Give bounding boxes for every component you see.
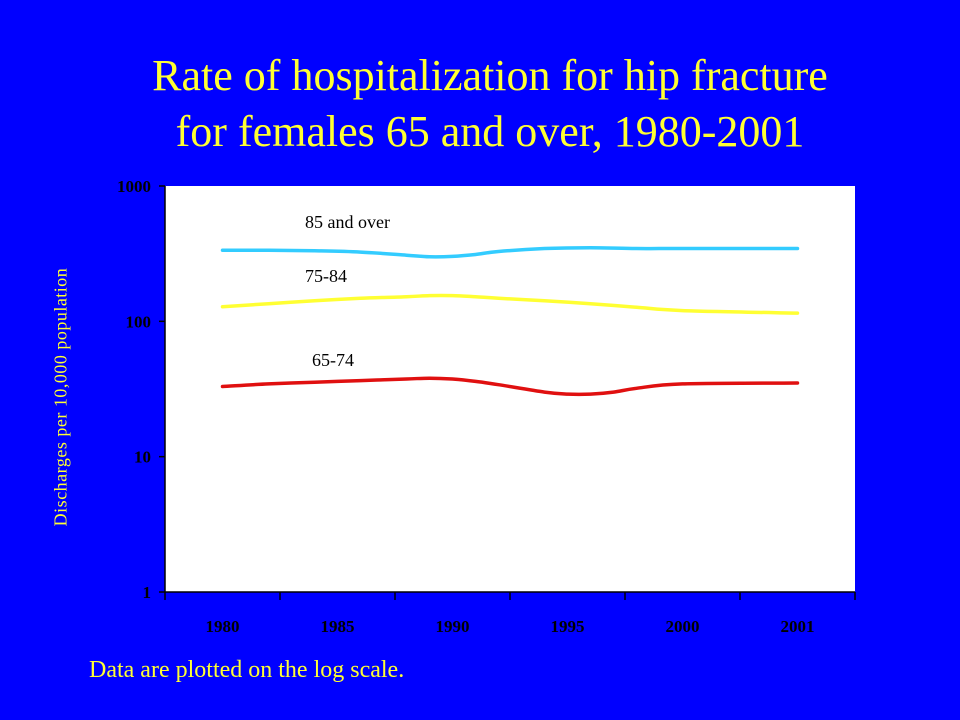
plot-area [165,186,855,592]
x-tick-label: 2000 [666,617,700,636]
slide-title: Rate of hospitalization for hip fracture… [60,48,920,160]
footnote: Data are plotted on the log scale. [89,657,405,683]
series-label-75-84: 75-84 [305,266,347,286]
y-tick-label: 1000 [117,177,151,196]
x-tick-label: 1995 [551,617,585,636]
y-tick-label: 100 [126,312,152,331]
series-label-85-and-over: 85 and over [305,212,390,232]
x-tick-label: 1980 [206,617,240,636]
axes [159,185,856,600]
title-line-1: Rate of hospitalization for hip fracture [152,51,828,100]
series-lines [220,245,800,397]
title-line-2: for females 65 and over, 1980-2001 [175,107,805,156]
x-tick-label: 1990 [436,617,470,636]
y-tick-label: 1 [143,583,152,602]
y-tick-label: 10 [134,448,151,467]
series-line-75-84 [220,293,800,315]
series-labels: 85 and over 75-84 65-74 [305,212,390,370]
series-label-65-74: 65-74 [312,350,354,370]
series-line-65-74 [220,376,800,397]
series-line-85-and-over [220,245,800,259]
tick-labels: 1 10 100 1000 1980 1985 1990 1995 2000 2001 [117,177,815,636]
x-tick-label: 2001 [781,617,815,636]
x-tick-label: 1985 [321,617,355,636]
